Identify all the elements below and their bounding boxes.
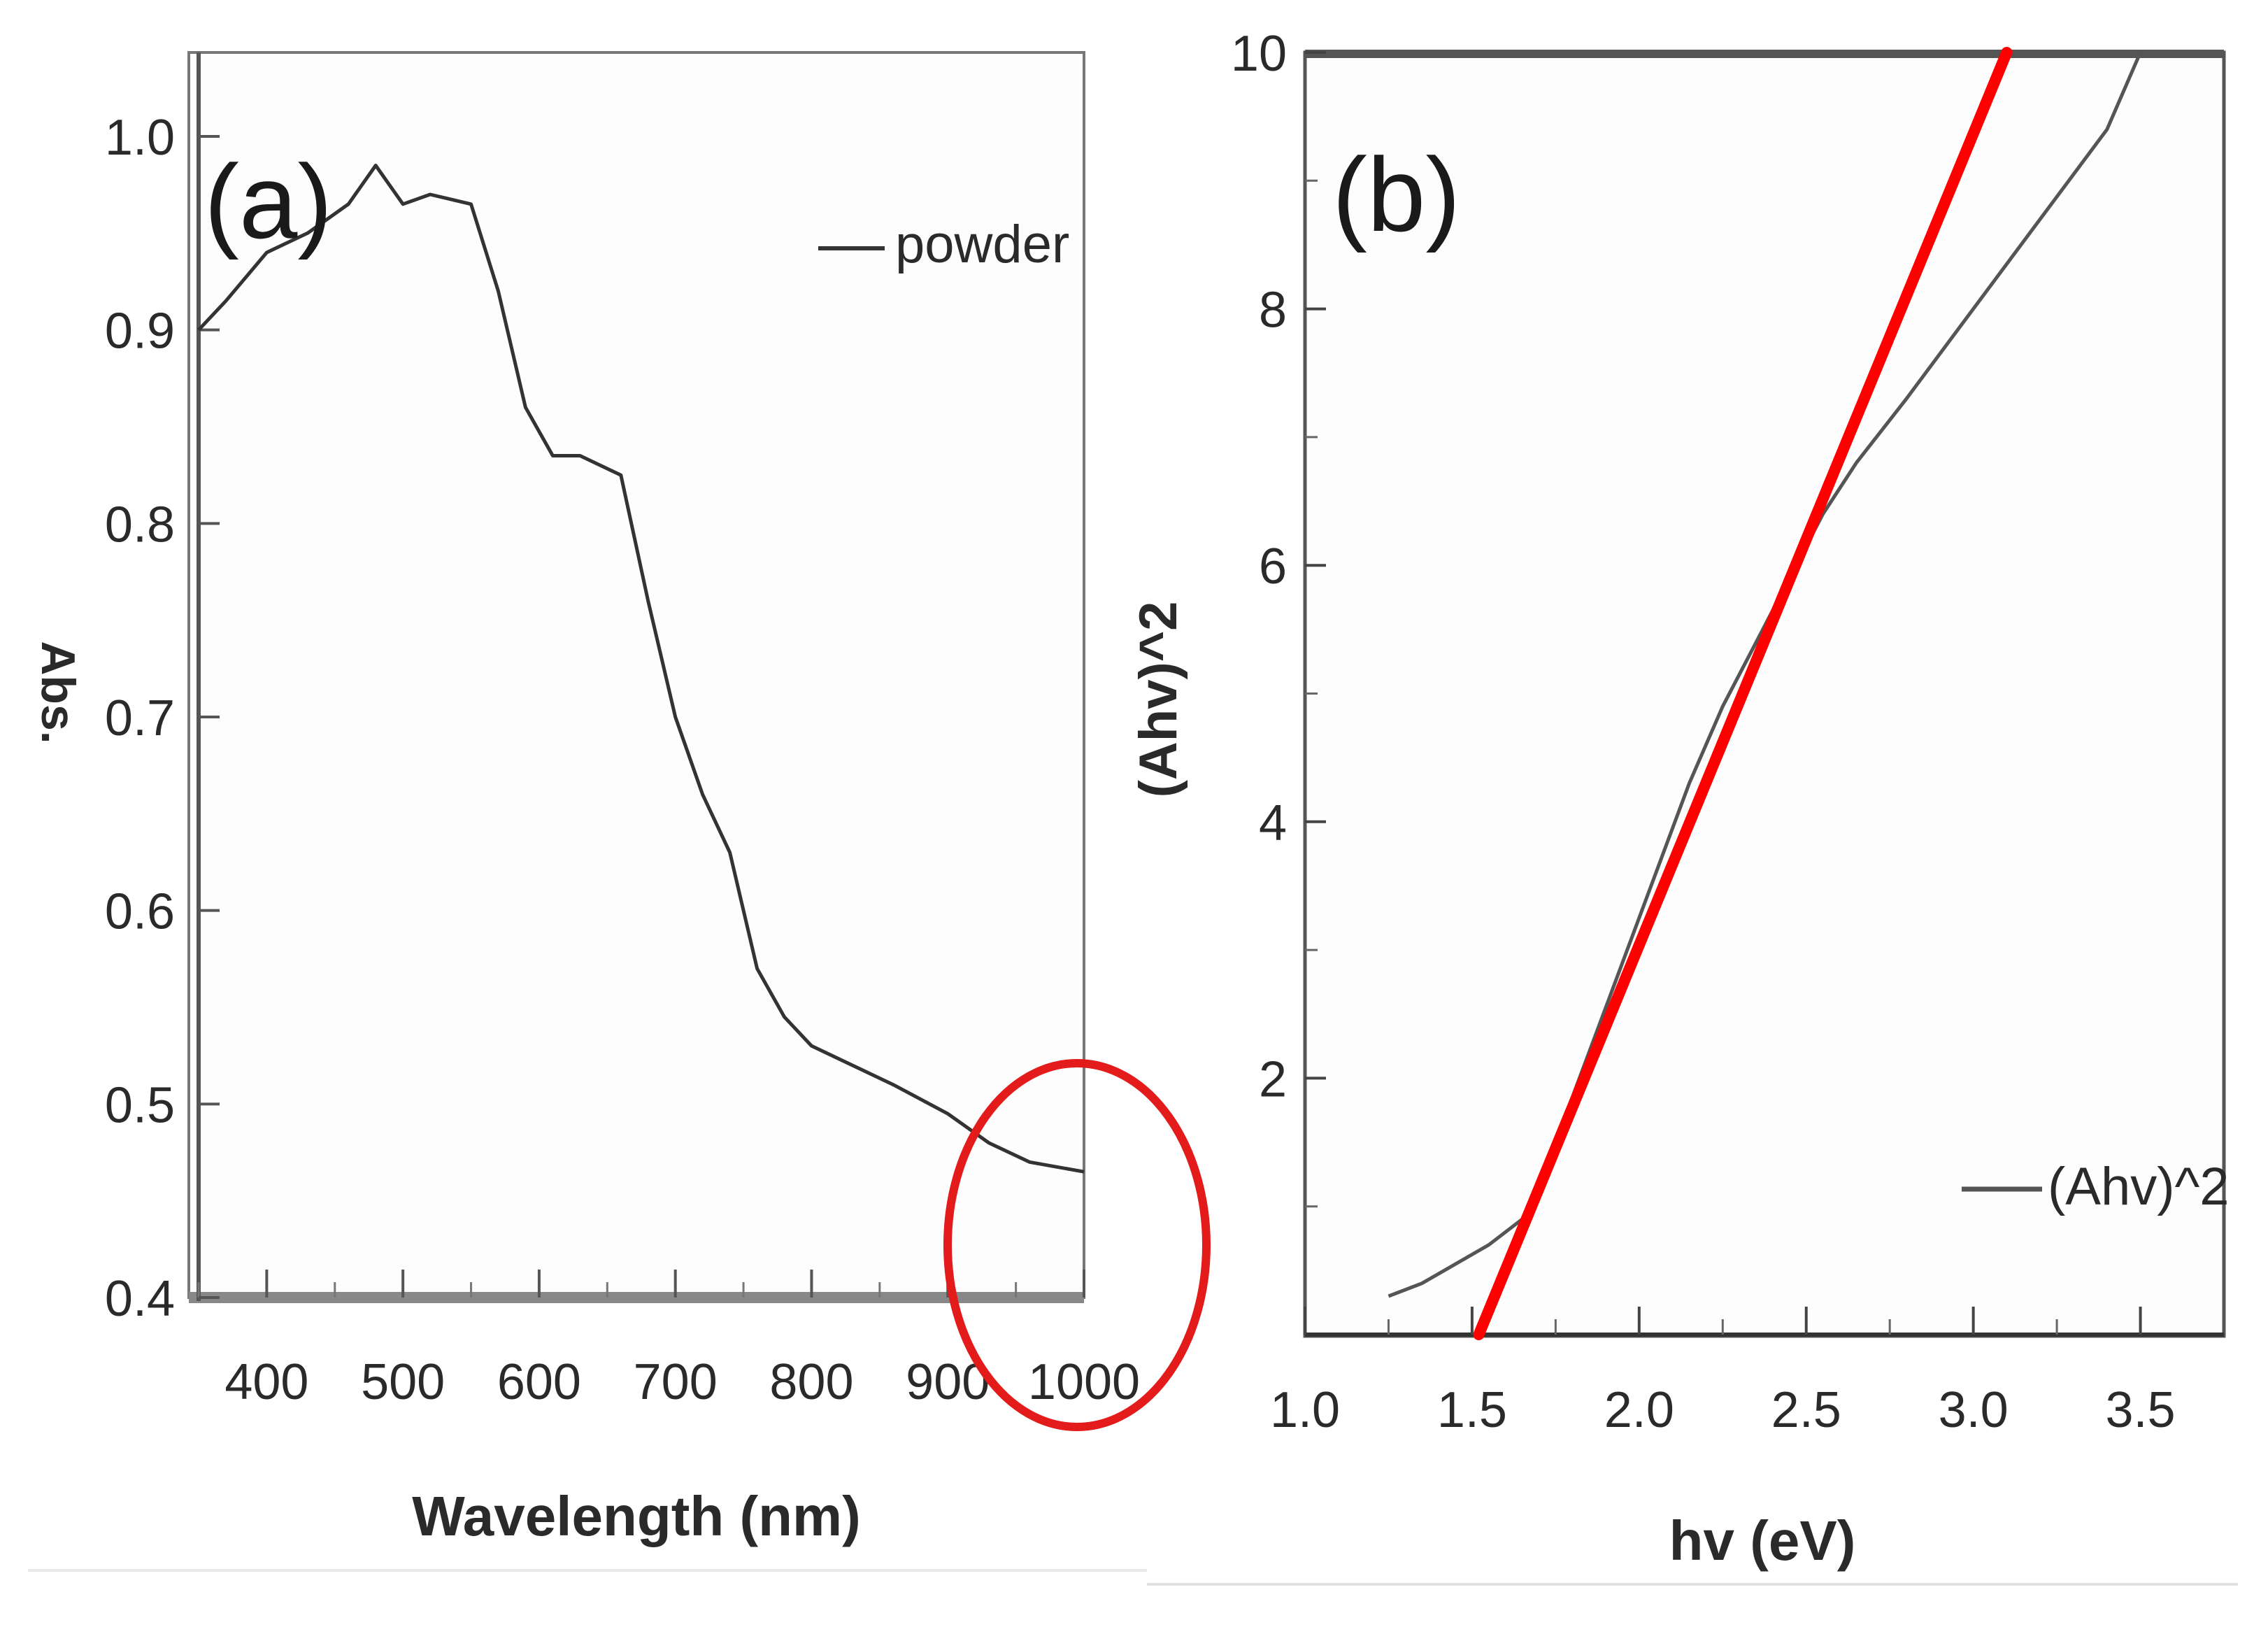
panel-a-y-tick-label: 0.8 xyxy=(105,497,175,553)
panel-b-y-tick-label: 8 xyxy=(1259,283,1287,339)
panel-b-x-ticks: 1.0 1.5 2.0 2.5 3.0 3.5 xyxy=(1270,1307,2176,1438)
panel-a-y-ticks: 0.4 0.5 0.6 0.7 0.8 0.9 1.0 xyxy=(105,110,220,1327)
panel-a-plot-frame xyxy=(187,51,1085,1299)
panel-a-y-tick-label: 0.4 xyxy=(105,1271,175,1327)
panel-a-x-tick-label: 600 xyxy=(497,1354,581,1410)
panel-b-x-axis-title: hv (eV) xyxy=(1669,1509,1856,1572)
panel-a-series-powder xyxy=(197,164,1085,1174)
panel-a-highlight-circle xyxy=(943,1059,1211,1431)
panel-a-y-axis-title: Abs. xyxy=(31,641,85,744)
panel-b-series-ahv2 xyxy=(1388,52,2142,1298)
panel-b-linear-fit-line xyxy=(1473,47,2013,1340)
panel-a-x-axis-title: Wavelength (nm) xyxy=(412,1485,860,1547)
panel-b-y-tick-label: 4 xyxy=(1259,795,1287,851)
panel-b-x-tick-label: 2.0 xyxy=(1604,1382,1674,1438)
panel-a-x-tick-label: 800 xyxy=(769,1354,853,1410)
panel-a-y-tick-label: 0.7 xyxy=(105,690,175,746)
panel-a-y-tick-label: 0.5 xyxy=(105,1077,175,1133)
panel-a-y-tick-label: 0.9 xyxy=(105,304,175,360)
panel-b-x-tick-label: 3.0 xyxy=(1939,1382,2009,1438)
panel-b-y-tick-label: 10 xyxy=(1231,26,1287,82)
panel-b-y-axis-title: (Ahv)^2 xyxy=(1129,602,1188,798)
panel-b-x-tick-label: 3.5 xyxy=(2105,1382,2175,1438)
panel-a-y-tick-label: 0.6 xyxy=(105,884,175,940)
panel-b: 1.0 1.5 2.0 2.5 3.0 3.5 2 4 6 8 10 (b) (Ahv)^2 (A… xyxy=(1129,26,2230,1572)
panel-b-y-ticks: 2 4 6 8 10 xyxy=(1231,26,1326,1208)
panel-b-x-tick-label: 1.5 xyxy=(1437,1382,1507,1438)
panel-a-x-tick-label: 700 xyxy=(634,1354,718,1410)
panel-a-x-tick-label: 1000 xyxy=(1028,1354,1140,1410)
panel-b-label: (b) xyxy=(1332,136,1460,253)
panel-a-y-tick-label: 1.0 xyxy=(105,110,175,166)
panel-a-x-ticks: 400 500 600 700 800 900 1000 xyxy=(197,1270,1140,1410)
panel-a-x-tick-label: 400 xyxy=(224,1354,308,1410)
panel-b-y-tick-label: 6 xyxy=(1259,539,1287,595)
panel-b-plot-frame xyxy=(1303,50,2226,1338)
panel-a: 400 500 600 700 800 900 1000 0.40.50.60.70.80.… xyxy=(31,51,1211,1547)
panel-b-y-tick-label: 2 xyxy=(1259,1051,1287,1107)
panel-a-label: (a) xyxy=(204,143,332,260)
panel-a-x-tick-label: 500 xyxy=(361,1354,445,1410)
panel-b-legend-label: (Ahv)^2 xyxy=(2048,1157,2230,1216)
panel-b-x-tick-label: 1.0 xyxy=(1270,1382,1340,1438)
panel-a-legend-label: powder xyxy=(895,215,1069,274)
panel-b-x-tick-label: 2.5 xyxy=(1771,1382,1841,1438)
